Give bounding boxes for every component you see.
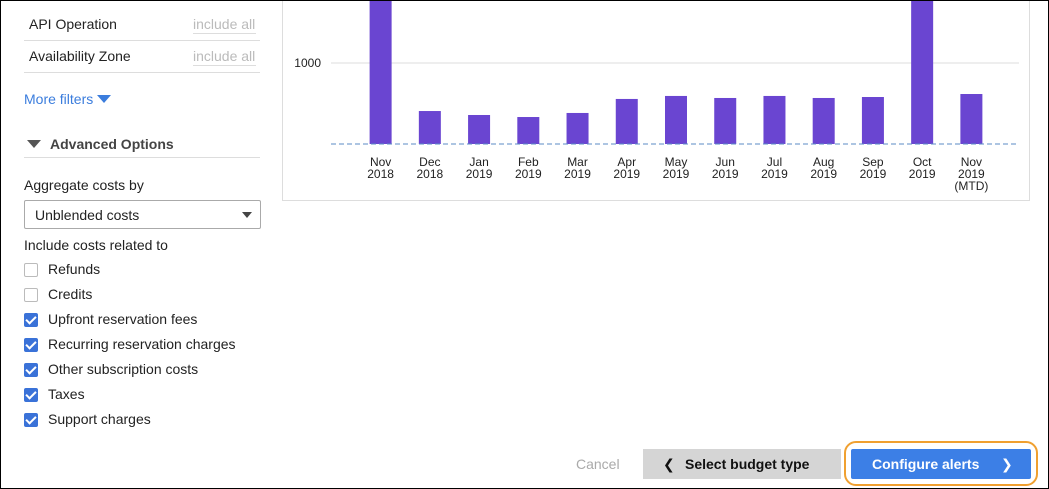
option-label: Refunds bbox=[48, 261, 101, 277]
x-tick-label: Dec bbox=[419, 155, 440, 169]
icon bbox=[27, 140, 41, 148]
option-label: Recurring reservation charges bbox=[48, 336, 236, 352]
x-tick-label: 2019 bbox=[564, 167, 591, 181]
cancel[interactable]: Cancel bbox=[576, 456, 620, 472]
bar bbox=[418, 111, 441, 144]
icon: ❮ bbox=[663, 456, 675, 472]
x-tick-label: Mar bbox=[567, 155, 588, 169]
bar bbox=[960, 94, 983, 144]
back-text: Select budget type bbox=[685, 456, 810, 472]
filter-value[interactable]: include all bbox=[193, 16, 256, 34]
x-tick-label: 2019 bbox=[613, 167, 640, 181]
bar bbox=[369, 1, 392, 144]
x-tick-label: Nov bbox=[961, 155, 982, 169]
bar bbox=[812, 97, 835, 144]
aggregate-select[interactable]: Unblended costs bbox=[24, 200, 261, 229]
aggregate-label: Aggregate costs by bbox=[24, 177, 144, 193]
y-tick-label: 1000 bbox=[294, 56, 321, 70]
filter-label: Availability Zone bbox=[29, 48, 131, 64]
chart-panel bbox=[282, 1, 1030, 201]
checkbox[interactable] bbox=[24, 338, 38, 352]
x-tick-label: 2019 bbox=[761, 167, 788, 181]
x-tick-label: 2019 bbox=[909, 167, 936, 181]
x-tick-label: Aug bbox=[813, 155, 834, 169]
x-tick-label: Jun bbox=[716, 155, 735, 169]
x-tick-label: 2019 bbox=[712, 167, 739, 181]
x-tick-label: Jan bbox=[469, 155, 488, 169]
x-tick-label: 2019 bbox=[860, 167, 887, 181]
option-label: Support charges bbox=[48, 411, 151, 427]
checkbox[interactable] bbox=[24, 388, 38, 402]
highlight bbox=[844, 441, 1038, 486]
include-label: Include costs related to bbox=[24, 237, 168, 253]
checkbox[interactable] bbox=[24, 263, 38, 277]
bar bbox=[714, 97, 737, 144]
icon bbox=[242, 212, 252, 218]
bar bbox=[861, 97, 884, 144]
next-text: Configure alerts bbox=[872, 456, 980, 472]
next-button[interactable]: Configure alerts ❯ bbox=[851, 449, 1031, 479]
option-label: Taxes bbox=[48, 386, 85, 402]
x-tick-label: Oct bbox=[913, 155, 932, 169]
icon bbox=[97, 95, 112, 103]
advanced-title: Advanced Options bbox=[50, 136, 174, 152]
option-label: Credits bbox=[48, 286, 93, 302]
option-label: Other subscription costs bbox=[48, 361, 199, 377]
x-tick-label: Jul bbox=[767, 155, 782, 169]
checkbox[interactable] bbox=[24, 313, 38, 327]
chart: 1000Nov2018Dec2018Jan2019Feb2019Mar2019A… bbox=[282, 1, 1030, 201]
x-tick-label: 2019 bbox=[466, 167, 493, 181]
bar bbox=[911, 1, 934, 144]
filter-row[interactable]: Availability Zone include all bbox=[24, 41, 260, 73]
filter-row[interactable]: API Operation include all bbox=[24, 9, 260, 41]
x-tick-label: 2018 bbox=[367, 167, 394, 181]
x-tick-label: Feb bbox=[518, 155, 539, 169]
more-filters[interactable]: More filters bbox=[24, 91, 112, 107]
x-tick-label: Sep bbox=[862, 155, 884, 169]
x-tick-label: 2019 bbox=[958, 167, 985, 181]
advanced-header[interactable]: Advanced Options bbox=[24, 129, 260, 158]
x-tick-label: 2019 bbox=[663, 167, 690, 181]
checkbox[interactable] bbox=[24, 413, 38, 427]
x-tick-label: May bbox=[665, 155, 688, 169]
icon: ❯ bbox=[1001, 456, 1013, 472]
bar bbox=[517, 117, 540, 144]
option-label: Upfront reservation fees bbox=[48, 311, 198, 327]
checkbox[interactable] bbox=[24, 363, 38, 377]
filter-value[interactable]: include all bbox=[193, 48, 256, 66]
x-tick-label: 2018 bbox=[416, 167, 443, 181]
x-tick-label: Nov bbox=[370, 155, 391, 169]
checkbox[interactable] bbox=[24, 288, 38, 302]
x-tick-label: (MTD) bbox=[954, 179, 988, 193]
x-tick-label: Apr bbox=[617, 155, 636, 169]
bar bbox=[763, 95, 786, 144]
more-filters-text[interactable]: More filters bbox=[24, 91, 94, 107]
bar bbox=[665, 95, 687, 144]
filter-label: API Operation bbox=[29, 16, 117, 32]
x-tick-label: 2019 bbox=[515, 167, 542, 181]
bar bbox=[468, 114, 491, 144]
bar bbox=[615, 98, 638, 144]
bar bbox=[566, 112, 589, 144]
back-button[interactable]: ❮ Select budget type bbox=[643, 449, 841, 479]
select-value: Unblended costs bbox=[35, 207, 140, 223]
x-tick-label: 2019 bbox=[810, 167, 837, 181]
